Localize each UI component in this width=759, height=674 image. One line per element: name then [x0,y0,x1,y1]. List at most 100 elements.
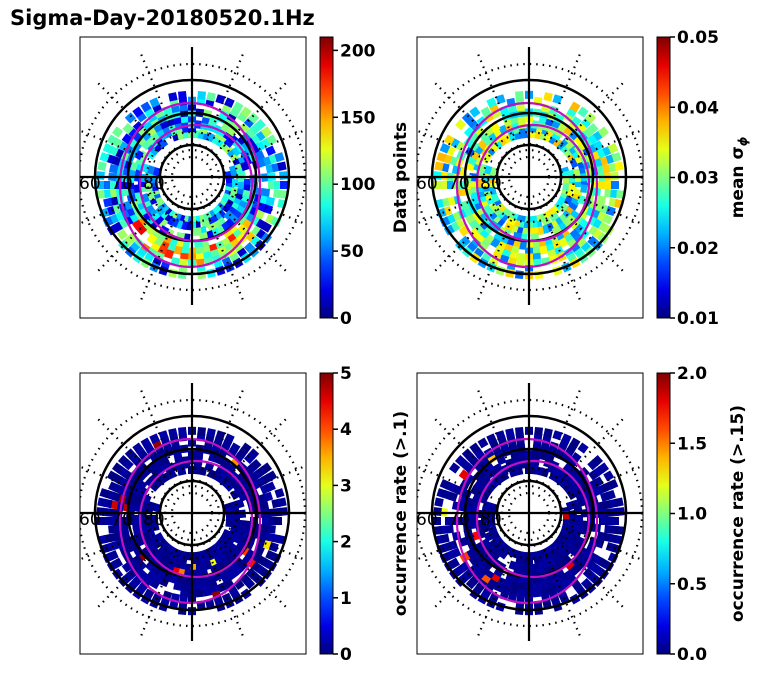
data-cell [569,179,577,187]
data-cell [96,181,104,189]
radial-tick-label: 70 [111,174,133,194]
plot-area [80,47,306,305]
data-cell [150,515,158,523]
colorbar-tick-label: 0 [340,309,352,329]
polar-panel-4: 60 70 80 0.0 0.5 1.0 1.5 2.0 occurrence rate (>.… [416,364,748,665]
data-cell [138,179,146,187]
data-cell [454,455,467,467]
data-cell [597,462,610,474]
dotted-radial-line [206,387,245,477]
dotted-radial-line [219,204,289,274]
dotted-radial-line [95,80,165,150]
radial-tick-label: 70 [111,510,133,530]
data-cell [558,592,570,604]
data-cell [111,462,124,474]
colorbar-tick-label: 200 [340,41,376,61]
data-cell [569,101,581,113]
data-cell [262,517,270,525]
dotted-radial-line [417,129,493,163]
oval-boundary-inner [475,459,591,579]
data-cell [177,90,187,100]
dotted-radial-line [219,80,289,150]
data-cell [268,181,276,189]
data-cell [124,448,137,460]
data-cell [215,430,226,441]
axes-frame [79,36,307,319]
data-cell [250,517,258,525]
data-cell [605,517,613,525]
data-cell [126,181,134,189]
dotted-radial-line [95,416,165,486]
data-cell [569,437,581,449]
data-cell [577,442,589,454]
colorbar-tick-label: 2 [340,533,352,553]
data-cell [195,588,205,598]
colorbar-tick-label: 2.0 [677,364,707,384]
data-cell [451,181,459,189]
colorbar-tick-label: 0 [340,645,352,665]
colorbar-tick-label: 0.04 [677,98,719,118]
data-cell [616,190,625,199]
dotted-radial-line [476,213,515,303]
dotted-radial-line [80,527,156,561]
data-cell [146,233,158,245]
data-cell [103,197,113,208]
colorbar-tick-label: 4 [340,420,352,440]
data-cell [465,577,478,590]
data-cell [552,94,563,105]
data-cell [481,179,489,187]
data-cell [591,455,604,467]
data-cell [592,476,604,488]
dotted-radial-line [556,416,626,486]
dotted-radial-line [543,213,582,303]
data-cell [457,517,465,525]
data-cell [439,181,447,189]
data-cell [469,179,477,187]
data-cell [451,517,459,525]
radial-tick-label: 60 [416,174,438,194]
data-cell [177,426,187,436]
data-cell [433,517,441,525]
plot-area [80,383,306,641]
data-cell [461,448,474,460]
data-cell [597,126,610,138]
data-cell [250,181,258,189]
dotted-radial-line [556,204,626,274]
data-cell [457,181,465,189]
dotted-radial-line [139,213,178,303]
data-cell [616,526,625,535]
data-cell [461,112,474,124]
dotted-radial-line [432,540,502,610]
data-cell [168,428,178,438]
data-cell [108,181,116,189]
data-cell [126,517,134,525]
data-cell [149,97,160,108]
colorbar-label: occurrence rate (>.1) [391,411,411,616]
data-cell [445,517,453,525]
dotted-radial-line [228,191,306,226]
data-cell [132,106,144,118]
data-cell [206,428,216,438]
data-cell [102,181,110,189]
radial-tick-label: 60 [79,174,101,194]
colorbar-tick-label: 0.01 [677,309,719,329]
data-cell [279,507,288,516]
data-cell [240,442,252,454]
data-cell [456,187,466,197]
data-cell [434,161,444,171]
polar-panel-3: 60 70 80 0 1 2 3 4 5 occurrence rate (>.1) [79,364,411,665]
dotted-radial-line [139,387,178,477]
oval-boundary-outer [118,437,262,605]
data-cell [144,515,152,523]
oval-boundary-outer [455,437,599,605]
data-cell [120,181,128,189]
dotted-radial-line [228,527,306,562]
data-cell [106,470,118,482]
data-cell [109,163,119,174]
dotted-radial-line [476,51,515,141]
data-cell [577,106,589,118]
data-cell [614,161,624,171]
colorbar-tick-label: 150 [340,108,376,128]
data-cell [274,181,282,189]
dotted-radial-line [206,213,245,303]
